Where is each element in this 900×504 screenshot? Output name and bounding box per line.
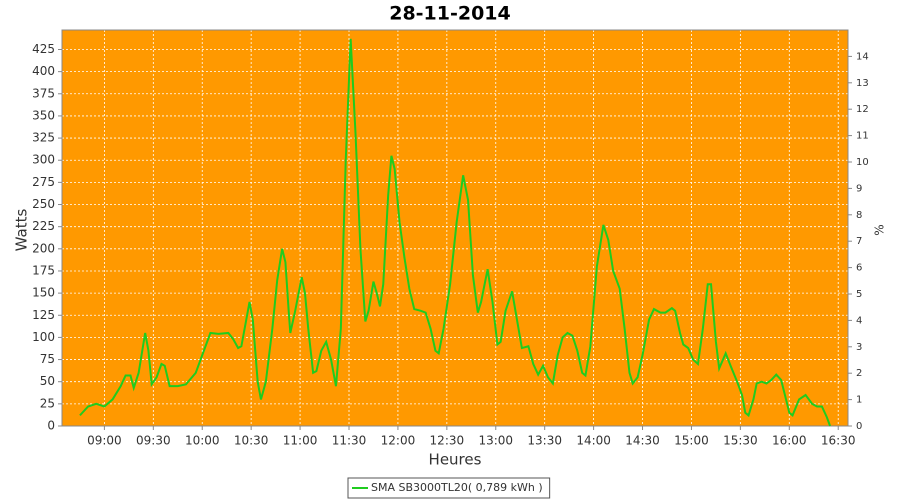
- y2-tick-label: 8: [856, 210, 862, 221]
- y-tick-label: 375: [32, 86, 55, 100]
- legend-label: SMA SB3000TL20( 0,789 kWh ): [371, 481, 543, 494]
- chart-title: 28-11-2014: [389, 3, 511, 25]
- x-axis-label: Heures: [429, 451, 482, 469]
- y-tick-label: 425: [32, 42, 55, 56]
- y2-tick-label: 0: [856, 421, 862, 432]
- x-tick-label: 11:30: [332, 434, 367, 448]
- x-tick-label: 12:00: [381, 434, 416, 448]
- y-tick-label: 275: [32, 175, 55, 189]
- y2-tick-label: 3: [856, 342, 862, 353]
- y2-tick-label: 2: [856, 368, 862, 379]
- y-tick-label: 125: [32, 308, 55, 322]
- x-tick-label: 14:30: [625, 434, 660, 448]
- y2-tick-label: 1: [856, 395, 862, 406]
- x-tick-label: 12:30: [430, 434, 465, 448]
- y-tick-label: 75: [40, 352, 55, 366]
- y2-tick-label: 6: [856, 263, 862, 274]
- y-tick-label: 25: [40, 396, 55, 410]
- y2-tick-label: 12: [856, 104, 869, 115]
- y2-tick-label: 5: [856, 289, 862, 300]
- x-tick-label: 16:30: [821, 434, 856, 448]
- y-tick-label: 200: [32, 241, 55, 255]
- x-tick-label: 13:00: [478, 434, 513, 448]
- x-tick-label: 09:30: [136, 434, 171, 448]
- y2-tick-label: 9: [856, 183, 862, 194]
- x-tick-label: 15:00: [674, 434, 709, 448]
- y2-tick-label: 7: [856, 236, 862, 247]
- x-tick-label: 10:00: [185, 434, 220, 448]
- y2-tick-label: 10: [856, 157, 869, 168]
- x-tick-label: 11:00: [283, 434, 318, 448]
- x-tick-label: 15:30: [723, 434, 758, 448]
- plot-border: [61, 29, 849, 427]
- y-tick-label: 50: [40, 374, 55, 388]
- y-tick-label: 100: [32, 330, 55, 344]
- plot-area: [62, 30, 848, 426]
- data-line: [79, 38, 832, 427]
- y-axis-label: Watts: [13, 209, 31, 252]
- y2-tick-label: 14: [856, 51, 869, 62]
- x-tick-label: 13:30: [527, 434, 562, 448]
- x-tick-label: 14:00: [576, 434, 611, 448]
- y-tick-label: 150: [32, 286, 55, 300]
- y-tick-label: 325: [32, 131, 55, 145]
- y-tick-label: 300: [32, 153, 55, 167]
- y-tick-label: 400: [32, 64, 55, 78]
- x-tick-label: 10:30: [234, 434, 269, 448]
- y-tick-label: 175: [32, 263, 55, 277]
- legend-box: [347, 477, 551, 499]
- y2-axis-label: %: [873, 224, 887, 235]
- x-tick-label: 16:00: [772, 434, 807, 448]
- y2-tick-label: 4: [856, 315, 862, 326]
- y-tick-label: 225: [32, 219, 55, 233]
- x-tick-label: 09:00: [87, 434, 122, 448]
- y-tick-label: 350: [32, 108, 55, 122]
- y2-tick-label: 11: [856, 131, 869, 142]
- legend: SMA SB3000TL20( 0,789 kWh ): [347, 477, 551, 499]
- y-tick-label: 250: [32, 197, 55, 211]
- y2-tick-label: 13: [856, 78, 869, 89]
- y-tick-label: 0: [47, 419, 55, 433]
